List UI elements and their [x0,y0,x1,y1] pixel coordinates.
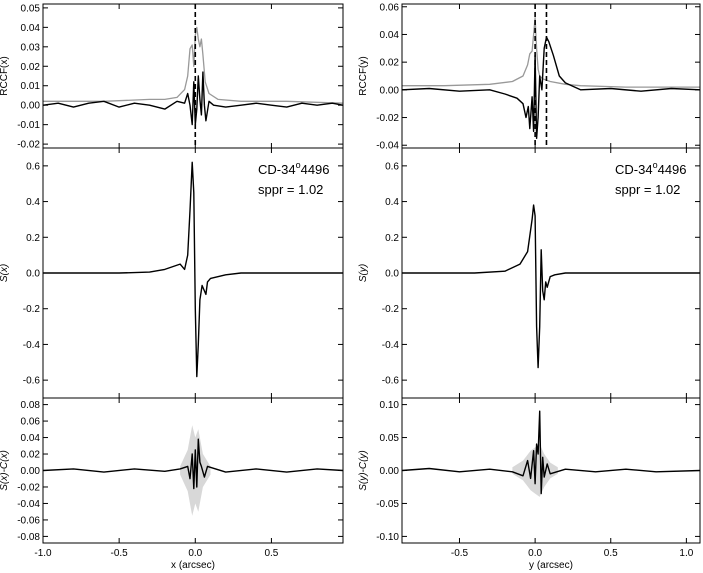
sx-ytick-label-5: 0.4 [26,197,40,208]
sx-cx-ytick-label-2: -0.04 [17,499,40,510]
sx-ytick-label-4: 0.2 [26,233,40,244]
sy-cy-xtick-label-1: 0.0 [528,548,542,559]
rccf-x-ytick-label-6: 0.04 [21,23,41,34]
sx-cx-ytick-label-0: -0.08 [17,532,40,543]
rccf-y-series-1-line [402,36,700,139]
rccf-y-ylabel: RCCF(y) [358,56,369,95]
sy-ytick-label-4: 0.2 [385,233,399,244]
rccf-x-frame [42,3,344,149]
sx-annotation-star-sup: o [296,160,301,170]
rccf-x-ytick-label-4: 0.02 [21,62,41,73]
sy-panel: -0.6 -0.4 -0.2 0.0 0.2 0.4 0.6 S(y) CD-34o4496 sp… [358,147,701,399]
rccf-x-ytick-label-7: 0.05 [21,3,41,14]
sy-cy-xtick-label-0: -0.5 [451,548,469,559]
sy-annotation-sppr: sppr = 1.02 [615,182,680,197]
rccf-x-ytick-label-3: 0.01 [21,81,41,92]
sx-cx-xtick-label-3: 0.5 [264,548,278,559]
sy-ytick-label-0: -0.6 [382,376,400,387]
sx-cx-ylabel: S(x)-C(x) [0,450,10,491]
sy-cy-xtick-label-3: 1.0 [679,548,693,559]
sx-cx-ytick-label-1: -0.06 [17,515,40,526]
sy-ytick-label-3: 0.0 [385,269,399,280]
sx-cx-ytick-label-4: 0.00 [21,466,41,477]
rccf-x-ytick-label-2: 0.00 [21,101,41,112]
sx-ylabel: S(x) [0,264,10,282]
rccf-x-series-1-line [43,71,343,126]
sy-cy-ytick-label-3: 0.05 [380,433,400,444]
sx-cx-ytick-label-3: -0.02 [17,482,40,493]
sy-annotation-star: CD-34o4496 [615,160,687,177]
rccf-y-ytick-label-2: 0.00 [380,85,400,96]
rccf-x-ytick-label-0: -0.02 [17,140,40,151]
sy-cy-ytick-label-0: -0.10 [376,532,399,543]
rccf-y-ytick-label-0: -0.04 [376,141,399,152]
sx-annotation-sppr: sppr = 1.02 [258,182,323,197]
sx-cx-series-0-line [43,438,343,490]
rccf-y-ytick-label-4: 0.04 [380,30,400,41]
sy-cy-ytick-label-1: -0.05 [376,499,399,510]
sx-annotation-star-num: 4496 [301,162,330,177]
sx-ytick-label-2: -0.2 [23,304,41,315]
sy-cy-ylabel: S(y)-C(y) [358,450,369,491]
sx-series-0-line [43,161,343,378]
sx-cx-xtick-label-0: -1.0 [34,548,52,559]
sy-ytick-label-1: -0.4 [382,340,400,351]
rccf-x-ylabel: RCCF(x) [0,56,10,95]
sy-cy-ytick-label-4: 0.10 [380,400,400,411]
sx-cx-xtick-label-2: 0.0 [188,548,202,559]
sx-annotation-star-name: CD-34 [258,162,296,177]
sy-ylabel: S(y) [358,264,369,282]
sx-panel: -0.6 -0.4 -0.2 0.0 0.2 0.4 0.6 S(x) CD-34o4496 sp… [0,147,344,399]
sx-cx-xtick-label-1: -0.5 [111,548,129,559]
rccf-y-series-0-line [402,17,700,88]
sx-cx-xlabel: x (arcsec) [171,560,215,571]
sy-annotation-star-sup: o [653,160,658,170]
sy-cy-series-0-line [402,410,700,495]
sy-cy-xtick-label-2: 0.5 [604,548,618,559]
sy-ytick-label-2: -0.2 [382,304,400,315]
rccf-y-frame [401,3,701,149]
sx-annotation-star: CD-34o4496 [258,160,330,177]
sx-cx-ytick-label-7: 0.06 [21,417,41,428]
sx-ytick-label-0: -0.6 [23,376,41,387]
rccf-y-ytick-label-3: 0.02 [380,58,400,69]
rccf-y-ytick-label-1: -0.02 [376,113,399,124]
rccf-x-ytick-label-5: 0.03 [21,42,41,53]
sy-annotation-star-name: CD-34 [615,162,653,177]
sx-cx-panel: -0.08 -0.06 -0.04 -0.02 0.00 0.02 0.04 0.06 0.08… [0,397,344,571]
sy-series-0-line [402,204,700,369]
sx-cx-ytick-label-5: 0.02 [21,450,41,461]
rccf-x-ytick-label-1: -0.01 [17,120,40,131]
sy-ytick-label-5: 0.4 [385,197,399,208]
sy-cy-panel: -0.10 -0.05 0.00 0.05 0.10 -0.5 0.0 0.5 1.0 S(y)-… [358,397,701,571]
sy-ytick-label-6: 0.6 [385,161,399,172]
rccf-y-ytick-label-5: 0.06 [380,2,400,13]
sx-ytick-label-6: 0.6 [26,161,40,172]
rccf-x-panel: -0.02 -0.01 0.00 0.01 0.02 0.03 0.04 0.05 RCCF(x… [0,3,344,151]
sx-cx-error-band [180,425,211,516]
rccf-y-panel: -0.04 -0.02 0.00 0.02 0.04 0.06 RCCF(y) [358,2,701,152]
sx-cx-ytick-label-8: 0.08 [21,400,41,411]
sy-annotation-star-num: 4496 [658,162,687,177]
sy-cy-xlabel: y (arcsec) [529,560,573,571]
sx-cx-ytick-label-6: 0.04 [21,433,41,444]
sx-ytick-label-1: -0.4 [23,340,41,351]
sx-ytick-label-3: 0.0 [26,269,40,280]
sy-cy-ytick-label-2: 0.00 [380,466,400,477]
